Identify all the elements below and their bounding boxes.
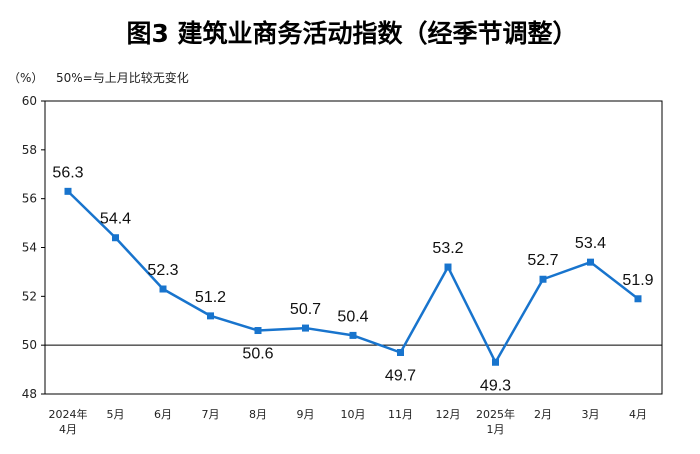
y-tick-label-54: 54 [22,241,37,255]
y-tick-label-58: 58 [22,143,37,157]
x-tick-label-2: 6月 [154,408,172,421]
x-tick-label-12: 4月 [629,408,647,421]
data-label-2: 52.3 [147,262,178,279]
y-tick-label-48: 48 [22,387,37,401]
data-point-6 [349,331,357,339]
x-tick-label-9: 2025年 [476,407,515,421]
data-point-0 [64,187,72,195]
x-tick-label-5: 9月 [297,408,315,421]
data-label-8: 53.2 [432,240,463,257]
y-tick-label-50: 50 [22,338,37,352]
data-point-3 [207,312,214,320]
chart-title: 图3 建筑业商务活动指数（经季节调整） [126,19,577,48]
reference-note: 50%=与上月比较无变化 [56,70,189,85]
x-tick-label-10: 2月 [534,408,552,421]
x-tick-label-0: 2024年 [49,407,88,421]
x-tick-label-6: 10月 [341,408,366,421]
data-point-4 [254,327,262,335]
plot-area: 48 50 52 54 56 58 60 2024年 4月 5月 6月 7月 8月 9月 10月 11月 12月… [22,94,663,436]
data-label-11: 53.4 [575,235,606,252]
data-label-5: 50.7 [290,301,321,318]
data-point-9 [492,358,499,366]
data-point-10 [539,275,547,283]
x-tick-label-7: 11月 [388,408,413,421]
data-label-3: 51.2 [195,289,226,306]
data-label-4: 50.6 [242,346,273,363]
x-tick-label-4: 8月 [249,408,267,421]
data-label-7: 49.7 [385,367,416,384]
x-tick-label-9-line2: 1月 [487,423,505,436]
y-axis-unit: （%） [8,71,43,85]
data-point-11 [587,258,594,266]
data-label-0: 56.3 [52,164,83,181]
x-tick-label-8: 12月 [436,408,461,421]
y-tick-label-60: 60 [22,94,37,108]
data-label-6: 50.4 [337,308,368,325]
data-label-12: 51.9 [622,272,653,289]
x-tick-label-3: 7月 [202,408,220,421]
data-point-8 [444,263,452,271]
data-point-2 [159,285,167,293]
data-point-12 [634,295,642,303]
x-tick-label-0-line2: 4月 [59,423,77,436]
data-label-10: 52.7 [527,252,558,269]
y-tick-label-56: 56 [22,192,37,206]
data-point-5 [302,324,309,332]
data-point-1 [112,234,119,242]
plot-frame [44,100,663,395]
x-tick-label-1: 5月 [107,408,125,421]
y-tick-label-52: 52 [22,289,37,303]
data-point-7 [397,348,404,356]
data-label-9: 49.3 [480,377,511,394]
x-tick-label-11: 3月 [582,408,600,421]
data-label-1: 54.4 [100,211,131,228]
